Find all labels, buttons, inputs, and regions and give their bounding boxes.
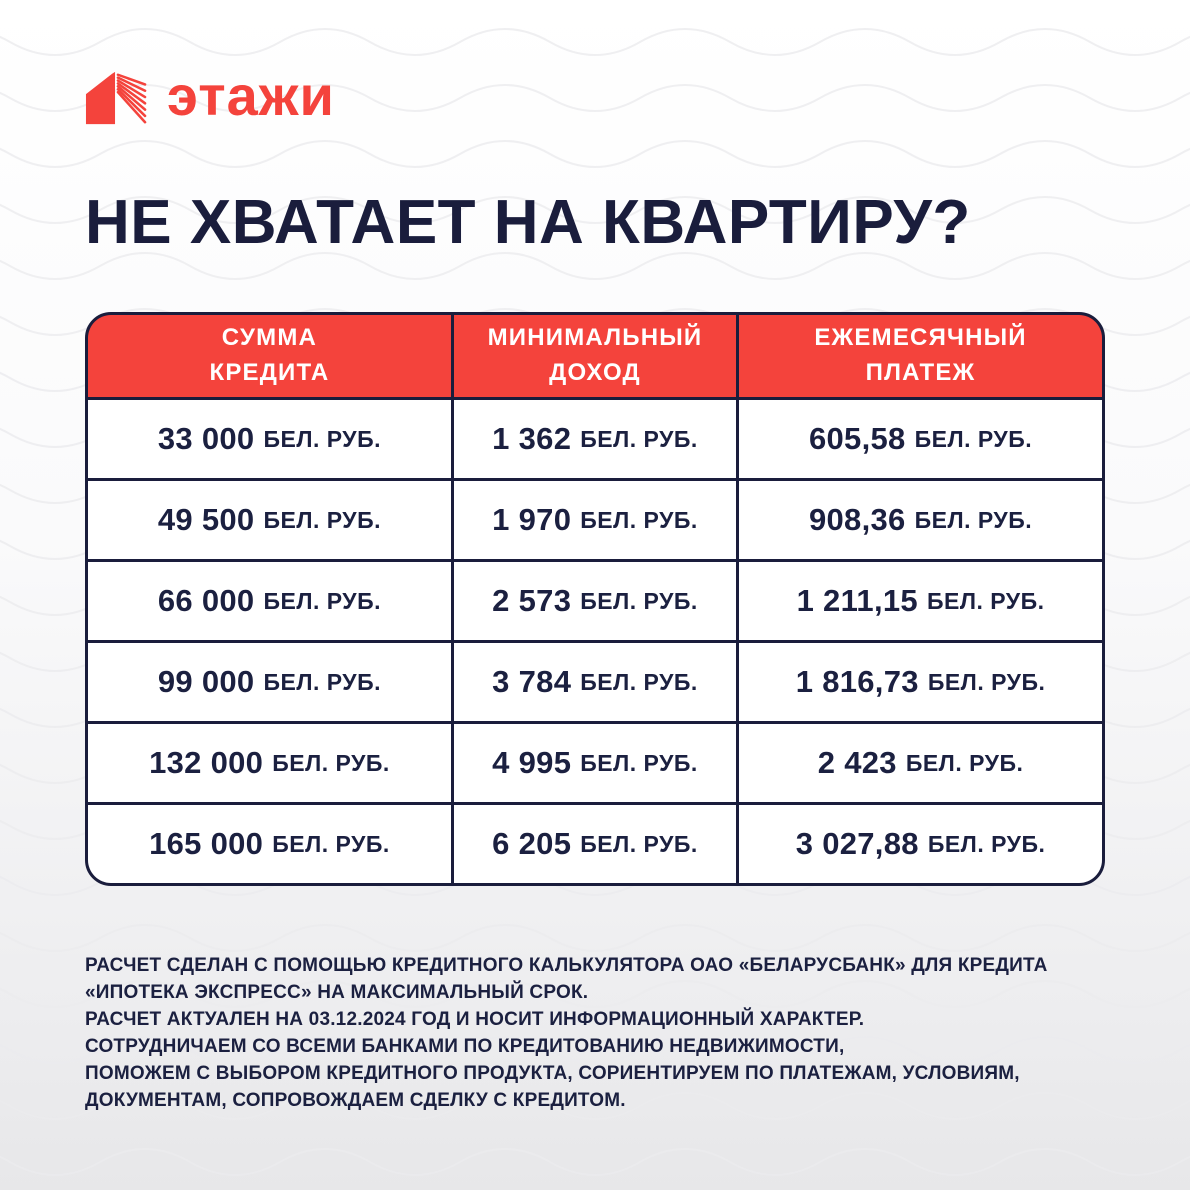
table-cell-payment: 1 211,15 БЕЛ. РУБ. [739,562,1102,640]
brand-logo-text: этажи [167,64,335,127]
table-cell-credit: 165 000 БЕЛ. РУБ. [88,805,451,883]
etazhi-house-icon [85,71,147,125]
table-cell-income: 2 573 БЕЛ. РУБ. [453,562,737,640]
table-cell-income: 1 970 БЕЛ. РУБ. [453,481,737,559]
page-title: НЕ ХВАТАЕТ НА КВАРТИРУ? [85,188,971,257]
brand-header: этажи [85,64,1105,127]
footnote-line: РАСЧЕТ СДЕЛАН С ПОМОЩЬЮ КРЕДИТНОГО КАЛЬК… [85,955,1048,976]
column-header-credit-sum: СУММА КРЕДИТА [88,315,451,397]
table-cell-income: 4 995 БЕЛ. РУБ. [453,724,737,802]
disclaimer-footnote: РАСЧЕТ СДЕЛАН С ПОМОЩЬЮ КРЕДИТНОГО КАЛЬК… [85,952,1105,1114]
table-cell-income: 1 362 БЕЛ. РУБ. [453,400,737,478]
table-cell-payment: 908,36 БЕЛ. РУБ. [739,481,1102,559]
table-cell-income: 6 205 БЕЛ. РУБ. [453,805,737,883]
table-cell-payment: 3 027,88 БЕЛ. РУБ. [739,805,1102,883]
footnote-line: ПОМОЖЕМ С ВЫБОРОМ КРЕДИТНОГО ПРОДУКТА, С… [85,1063,1020,1084]
footnote-line: СОТРУДНИЧАЕМ СО ВСЕМИ БАНКАМИ ПО КРЕДИТО… [85,1036,845,1057]
table-cell-payment: 2 423 БЕЛ. РУБ. [739,724,1102,802]
table-cell-income: 3 784 БЕЛ. РУБ. [453,643,737,721]
loan-table: СУММА КРЕДИТА МИНИМАЛЬНЫЙ ДОХОД ЕЖЕМЕСЯЧ… [85,312,1105,886]
footnote-line: ДОКУМЕНТАМ, СОПРОВОЖДАЕМ СДЕЛКУ С КРЕДИТ… [85,1090,626,1111]
footnote-line: РАСЧЕТ АКТУАЛЕН НА 03.12.2024 ГОД И НОСИ… [85,1009,865,1030]
table-cell-credit: 66 000 БЕЛ. РУБ. [88,562,451,640]
table-cell-payment: 1 816,73 БЕЛ. РУБ. [739,643,1102,721]
table-cell-credit: 99 000 БЕЛ. РУБ. [88,643,451,721]
table-cell-payment: 605,58 БЕЛ. РУБ. [739,400,1102,478]
column-header-min-income: МИНИМАЛЬНЫЙ ДОХОД [453,315,737,397]
table-cell-credit: 49 500 БЕЛ. РУБ. [88,481,451,559]
footnote-line: «ИПОТЕКА ЭКСПРЕСС» НА МАКСИМАЛЬНЫЙ СРОК. [85,982,589,1003]
table-cell-credit: 132 000 БЕЛ. РУБ. [88,724,451,802]
column-header-monthly-payment: ЕЖЕМЕСЯЧНЫЙ ПЛАТЕЖ [739,315,1102,397]
table-cell-credit: 33 000 БЕЛ. РУБ. [88,400,451,478]
